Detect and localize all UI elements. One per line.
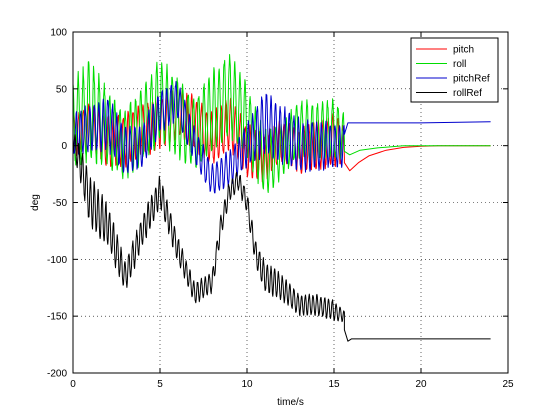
y-axis-label: deg — [30, 194, 41, 211]
y-tick-label: -100 — [47, 255, 67, 266]
series-line-pitchRef — [73, 81, 491, 194]
x-tick-label: 25 — [502, 379, 514, 390]
series-line-rollRef — [73, 134, 491, 342]
legend-label-pitch: pitch — [453, 45, 474, 56]
y-tick-label: -50 — [53, 198, 68, 209]
y-tick-label: 100 — [50, 28, 67, 39]
legend: pitch roll pitchRef rollRef — [410, 37, 499, 103]
x-tick-label: 0 — [70, 379, 76, 390]
series-lines — [73, 54, 491, 342]
x-tick-label: 20 — [415, 379, 427, 390]
y-tick-label: 50 — [56, 84, 68, 95]
series-line-roll — [73, 54, 491, 193]
axis-ticks: 0 5 10 15 20 25 100 50 0 -50 -100 -150 -200 — [47, 28, 514, 391]
legend-label-roll: roll — [453, 59, 466, 70]
x-tick-label: 10 — [241, 379, 253, 390]
x-tick-label: 15 — [328, 379, 340, 390]
y-tick-label: -150 — [47, 312, 67, 323]
legend-label-rollRef: rollRef — [453, 88, 482, 99]
legend-label-pitchRef: pitchRef — [453, 74, 490, 85]
y-tick-label: 0 — [61, 141, 67, 152]
y-tick-label: -200 — [47, 369, 67, 380]
x-tick-label: 5 — [157, 379, 163, 390]
x-axis-label: time/s — [277, 397, 304, 408]
